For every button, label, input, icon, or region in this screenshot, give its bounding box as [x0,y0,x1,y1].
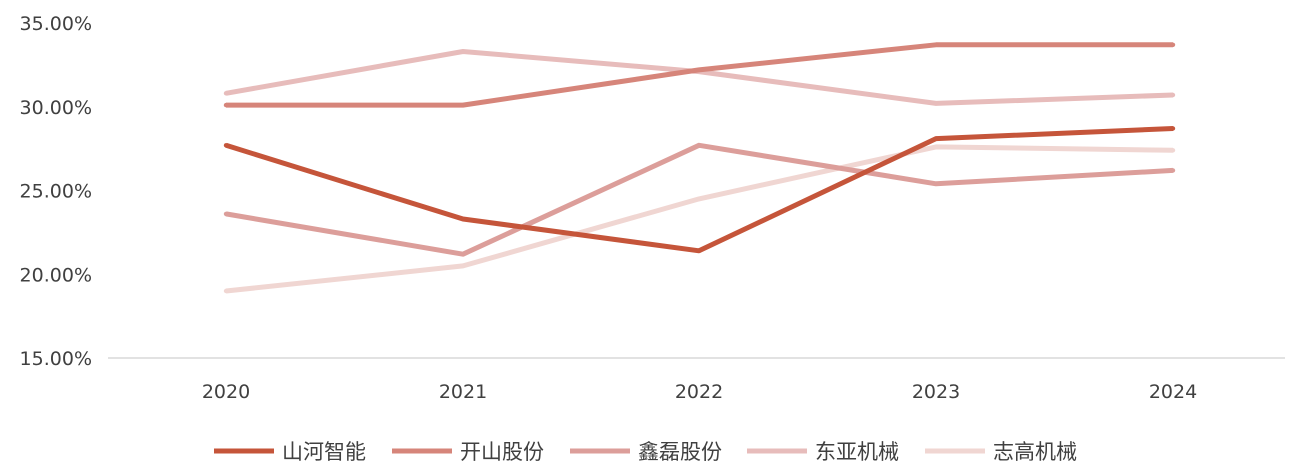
legend-label: 志高机械 [993,440,1077,464]
series-line-2 [226,42,1173,108]
data-point [460,102,466,108]
data-point [223,143,229,148]
legend-item-5: 志高机械 [925,440,1077,464]
legend: 山河智能 开山股份 鑫磊股份 东亚机械 志高机械 [214,440,1077,464]
x-tick-label: 2024 [1149,381,1197,403]
data-point [933,42,939,47]
y-tick-label: 20.00% [20,264,92,286]
x-tick-label: 2021 [439,381,487,403]
data-point [1170,148,1176,153]
data-point [696,143,702,148]
data-point [460,49,466,54]
data-point [223,91,229,96]
data-point [696,67,702,73]
x-tick-label: 2023 [912,381,960,403]
data-point [223,288,229,294]
x-tick-label: 2022 [675,381,723,403]
data-point [460,252,466,257]
legend-item-3: 鑫磊股份 [570,440,722,464]
data-point [1170,42,1176,47]
y-tick-label: 35.00% [20,13,92,35]
legend-item-4: 东亚机械 [747,440,899,464]
axis-layer: 15.00% 20.00% 25.00% 30.00% 35.00% 2020 2021 20… [20,13,1285,403]
legend-label: 鑫磊股份 [638,440,722,464]
legend-label: 开山股份 [460,440,544,464]
data-point [223,211,229,217]
data-point [933,181,939,186]
legend-item-1: 山河智能 [214,440,366,464]
data-point [696,196,702,202]
data-point [1170,92,1176,98]
legend-item-2: 开山股份 [392,440,544,464]
data-point [460,263,466,269]
y-tick-label: 30.00% [20,97,92,119]
y-tick-label: 15.00% [20,348,92,370]
data-point [933,144,939,150]
x-tick-label: 2020 [202,381,250,403]
legend-label: 东亚机械 [815,440,899,464]
data-point [933,136,939,141]
series-layer [223,42,1176,294]
data-point [1170,168,1176,173]
legend-label: 山河智能 [282,440,366,464]
data-point [933,101,939,106]
data-point [460,216,466,222]
data-point [696,248,702,253]
series-line-4 [225,49,1174,106]
y-tick-label: 25.00% [20,181,92,203]
series-line-5 [225,144,1174,294]
data-point [1170,126,1176,131]
data-point [223,102,229,108]
